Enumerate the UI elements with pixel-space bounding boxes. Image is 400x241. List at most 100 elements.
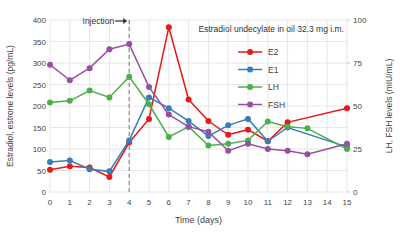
x-tick-label: 9 bbox=[226, 198, 231, 207]
series-point bbox=[47, 62, 53, 68]
series-point bbox=[285, 148, 291, 154]
series-point bbox=[166, 24, 172, 30]
series-point bbox=[106, 46, 112, 52]
x-tick-label: 5 bbox=[147, 198, 152, 207]
y-tick-label: 150 bbox=[33, 124, 47, 133]
series-point bbox=[87, 88, 93, 94]
series-point bbox=[225, 132, 231, 138]
series-line bbox=[50, 77, 347, 149]
x-tick-label: 15 bbox=[343, 198, 352, 207]
series-line bbox=[50, 27, 347, 177]
series-point bbox=[146, 116, 152, 122]
y-grid-line bbox=[50, 106, 347, 107]
legend-label: FSH bbox=[268, 100, 285, 110]
series-point bbox=[344, 105, 350, 111]
series-point bbox=[67, 158, 73, 164]
legend-label: E2 bbox=[268, 47, 279, 57]
series-point bbox=[186, 118, 192, 124]
series-point bbox=[146, 94, 152, 100]
y-grid-line bbox=[50, 84, 347, 85]
legend-marker bbox=[247, 49, 253, 55]
legend: E2E1LHFSH bbox=[238, 47, 285, 110]
y2-tick bbox=[347, 20, 350, 21]
series-point bbox=[344, 146, 350, 152]
plot-area bbox=[47, 24, 350, 180]
y2-tick bbox=[347, 63, 350, 64]
series-point bbox=[126, 137, 132, 143]
x-tick-label: 0 bbox=[48, 198, 53, 207]
series-point bbox=[265, 118, 271, 124]
y-grid-line bbox=[50, 149, 347, 150]
y-tick-label: 0 bbox=[42, 188, 47, 197]
series-point bbox=[285, 125, 291, 131]
series-point bbox=[47, 167, 53, 173]
y-tick-label: 300 bbox=[33, 59, 47, 68]
series-point bbox=[146, 101, 152, 107]
x-tick-label: 4 bbox=[127, 198, 132, 207]
series-point bbox=[245, 127, 251, 133]
series-point bbox=[146, 84, 152, 90]
y-tick-label: 100 bbox=[33, 145, 47, 154]
series-point bbox=[87, 166, 93, 172]
series-point bbox=[67, 98, 73, 104]
series-point bbox=[106, 168, 112, 174]
series-point bbox=[265, 138, 271, 144]
series-point bbox=[186, 124, 192, 130]
series-point bbox=[106, 174, 112, 180]
page: {"chart_data": { "type": "line", "title"… bbox=[0, 0, 400, 241]
y-tick-label: 200 bbox=[33, 102, 47, 111]
legend-marker bbox=[247, 84, 253, 90]
x-tick-label: 14 bbox=[323, 198, 332, 207]
series-point bbox=[265, 146, 271, 152]
series-point bbox=[126, 74, 132, 80]
y-tick-label: 250 bbox=[33, 81, 47, 90]
y2-axis-title: LH, FSH levels (mIU/mL) bbox=[384, 59, 394, 154]
annotation-arrowhead bbox=[123, 18, 127, 24]
series-point bbox=[166, 112, 172, 118]
y-axis-title: Estradiol, estrone levels (pg/mL) bbox=[5, 45, 15, 167]
series-point bbox=[166, 105, 172, 111]
y2-tick-label: 100 bbox=[353, 16, 367, 25]
legend-marker bbox=[247, 102, 253, 108]
x-tick-label: 10 bbox=[244, 198, 253, 207]
y2-tick-label: 50 bbox=[353, 102, 362, 111]
series-point bbox=[186, 124, 192, 130]
series-point bbox=[47, 159, 53, 165]
series-point bbox=[245, 141, 251, 147]
series-point bbox=[205, 143, 211, 149]
y2-tick-label: 25 bbox=[353, 145, 362, 154]
series-point bbox=[67, 163, 73, 169]
y-grid-line bbox=[50, 192, 347, 193]
y2-tick-label: 75 bbox=[353, 59, 362, 68]
series-point bbox=[166, 134, 172, 140]
grid bbox=[50, 20, 347, 192]
annotation: Injection bbox=[83, 16, 115, 26]
legend-label: E1 bbox=[268, 65, 279, 75]
series-point bbox=[106, 94, 112, 100]
series-point bbox=[285, 124, 291, 130]
x-tick-label: 11 bbox=[264, 198, 273, 207]
legend-marker bbox=[247, 67, 253, 73]
series-point bbox=[205, 118, 211, 124]
series-point bbox=[245, 116, 251, 122]
chart: 0123456789101112131415050100150200250300… bbox=[0, 0, 400, 241]
series-point bbox=[304, 125, 310, 131]
y-tick-label: 400 bbox=[33, 16, 47, 25]
x-tick-label: 13 bbox=[303, 198, 312, 207]
x-axis-title: Time (days) bbox=[175, 215, 222, 225]
series-point bbox=[47, 100, 53, 106]
chart-title: Estradiol undecylate in oil 32.3 mg i.m. bbox=[198, 24, 344, 34]
x-tick-label: 1 bbox=[68, 198, 73, 207]
series-point bbox=[67, 77, 73, 83]
series-point bbox=[186, 97, 192, 103]
x-tick-label: 2 bbox=[87, 198, 92, 207]
series-point bbox=[87, 65, 93, 71]
x-tick-label: 6 bbox=[167, 198, 172, 207]
series-point bbox=[265, 138, 271, 144]
x-tick-label: 7 bbox=[186, 198, 191, 207]
series-point bbox=[126, 41, 132, 47]
series-point bbox=[225, 148, 231, 154]
x-tick-label: 12 bbox=[283, 198, 292, 207]
series-point bbox=[304, 151, 310, 157]
series-point bbox=[225, 122, 231, 128]
